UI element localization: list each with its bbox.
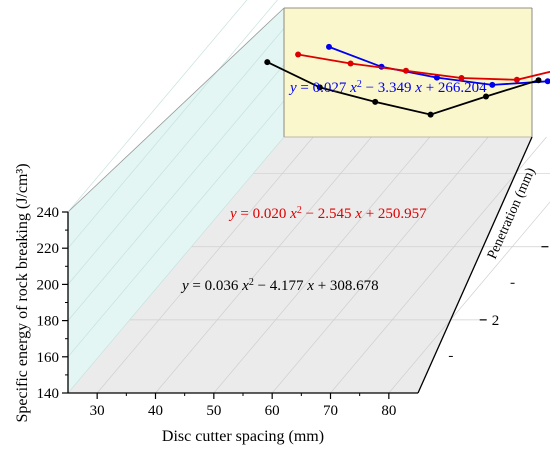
z-tick-label: 140: [37, 386, 60, 402]
floor-grid-line: [96, 136, 314, 394]
side-grid-line: [67, 136, 285, 394]
data-point: [316, 84, 323, 91]
z-tick-label: 200: [37, 277, 60, 293]
fit-equation: y = 0.027 x2 − 3.349 x + 266.204: [288, 79, 487, 97]
x-tick-label: 40: [148, 403, 163, 419]
data-point: [535, 77, 542, 84]
side-grid-line: [67, 100, 285, 358]
z-tick-label: 240: [37, 205, 60, 221]
data-point: [427, 111, 434, 118]
data-point: [403, 67, 409, 74]
data-point: [295, 51, 302, 58]
x-tick-label: 50: [206, 403, 221, 419]
y-axis-line: [417, 136, 533, 394]
floor-grid-line: [388, 201, 550, 394]
x-tick-label: 30: [90, 403, 105, 419]
side-grid-line: [67, 0, 278, 249]
data-point: [483, 93, 489, 100]
series-line: [266, 61, 539, 116]
fit-equation: y = 0.036 x2 − 4.177 x + 308.678: [180, 277, 379, 295]
side-grid-line: [67, 0, 248, 213]
floor-grid-line: [330, 136, 547, 394]
equation-layer: y = 0.027 x2 − 3.349 x + 266.204 y = 0.02…: [180, 79, 487, 295]
side-wall: [68, 8, 284, 393]
data-point: [326, 43, 332, 50]
z-tick-label: 160: [37, 350, 60, 366]
series-layer: [264, 43, 550, 118]
series-line: [328, 46, 550, 86]
fit-equation: y = 0.020 x2 − 2.545 x + 250.957: [228, 205, 427, 223]
x-tick-label: 60: [265, 403, 280, 419]
data-point: [372, 98, 379, 105]
axis-ticks: 140160180200220240304050607080246: [37, 205, 549, 419]
data-point: [264, 59, 271, 66]
floor-plane: [68, 137, 532, 393]
x-axis-title: Disc cutter spacing (mm): [162, 428, 324, 445]
data-point: [513, 76, 520, 83]
data-point: [433, 74, 440, 81]
box-edge: [67, 7, 285, 213]
data-point: [347, 60, 354, 67]
data-point: [489, 81, 496, 88]
z-axis-title: Specific energy of rock breaking (J/cm³): [14, 163, 31, 422]
series-line: [297, 53, 550, 81]
z-tick-label: 220: [37, 241, 60, 257]
z-tick-label: 180: [37, 314, 60, 330]
y-tick-label: 2: [492, 313, 500, 329]
side-grid: [67, 0, 285, 394]
side-grid-line: [67, 64, 285, 321]
side-grid-line: [67, 28, 285, 285]
floor-grid-line: [271, 136, 489, 394]
x-tick-label: 80: [381, 403, 396, 419]
data-point: [544, 78, 550, 85]
x-tick-label: 70: [323, 403, 338, 419]
floor-grid-line: [213, 136, 431, 394]
floor-grid-line: [155, 136, 372, 394]
data-point: [458, 75, 465, 81]
